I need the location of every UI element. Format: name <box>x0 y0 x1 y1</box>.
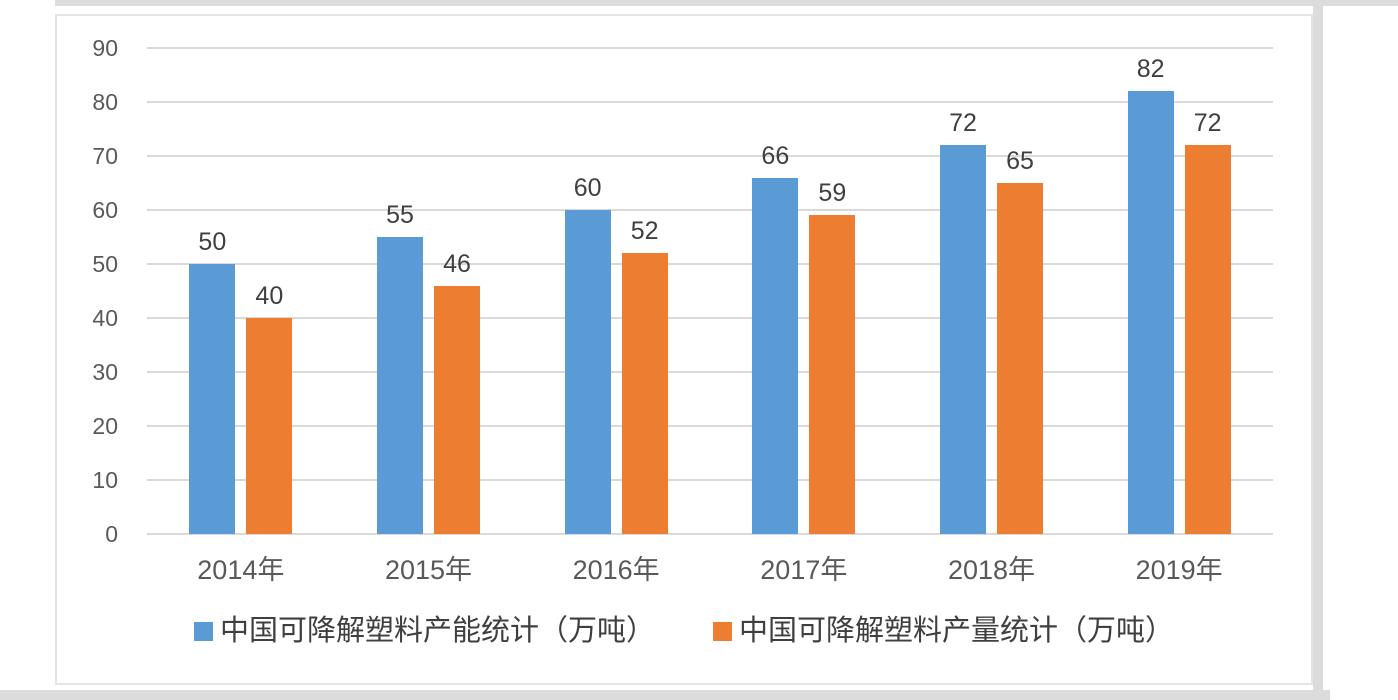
y-tick-label-40: 40 <box>92 305 118 331</box>
gridline-y70 <box>147 155 1273 157</box>
gridline-y10 <box>147 479 1273 481</box>
bar-output-2017年 <box>809 215 856 534</box>
bar-capacity-2015年 <box>377 237 423 534</box>
window-edge-right <box>1313 6 1323 692</box>
bar-output-2019年 <box>1184 145 1231 534</box>
y-tick-label-30: 30 <box>92 359 118 385</box>
x-tick-label-2019年: 2019年 <box>1135 555 1223 585</box>
data-label-capacity-2015年: 55 <box>386 201 414 229</box>
y-tick-label-90: 90 <box>92 35 118 61</box>
x-tick-label-2014年: 2014年 <box>197 555 285 585</box>
data-label-output-2019年: 72 <box>1193 109 1222 138</box>
bar-output-2018年 <box>997 183 1043 534</box>
bar-capacity-2018年 <box>940 145 986 534</box>
data-label-capacity-2019年: 82 <box>1136 55 1165 84</box>
legend-label-capacity: 中国可降解塑料产能统计（万吨） <box>219 615 655 647</box>
y-tick-label-80: 80 <box>92 89 118 115</box>
y-tick-label-20: 20 <box>92 413 118 439</box>
y-tick-label-60: 60 <box>92 197 118 223</box>
x-tick-label-2017年: 2017年 <box>760 555 848 585</box>
legend-label-output: 中国可降解塑料产量统计（万吨） <box>739 615 1175 647</box>
y-tick-label-70: 70 <box>92 143 118 169</box>
legend: 中国可降解塑料产能统计（万吨） 中国可降解塑料产量统计（万吨） <box>55 612 1313 650</box>
gridline-y40 <box>147 317 1273 319</box>
window-edge-bottom <box>0 690 1330 700</box>
bar-output-2016年 <box>621 253 668 534</box>
gridline-y80 <box>147 101 1273 103</box>
data-label-capacity-2017年: 66 <box>761 141 790 170</box>
bar-output-2015年 <box>434 285 480 534</box>
gridline-y60 <box>147 209 1273 211</box>
y-tick-label-10: 10 <box>92 467 118 493</box>
x-tick-label-2016年: 2016年 <box>572 555 660 585</box>
gridline-y20 <box>147 425 1273 427</box>
legend-item-output: 中国可降解塑料产量统计（万吨） <box>713 612 1174 650</box>
data-label-output-2014年: 40 <box>255 282 284 310</box>
legend-swatch-blue <box>193 621 213 641</box>
data-label-output-2017年: 59 <box>818 179 847 208</box>
data-label-capacity-2018年: 72 <box>949 109 977 138</box>
legend-item-capacity: 中国可降解塑料产能统计（万吨） <box>193 612 655 650</box>
gridline-y50 <box>147 263 1273 265</box>
bar-capacity-2014年 <box>189 264 236 534</box>
gridline-y0 <box>147 533 1273 535</box>
data-label-capacity-2014年: 50 <box>198 228 227 256</box>
bar-capacity-2016年 <box>564 210 611 534</box>
y-tick-label-0: 0 <box>105 521 118 547</box>
bar-output-2014年 <box>246 318 293 534</box>
data-label-capacity-2016年: 60 <box>573 174 602 202</box>
data-label-output-2015年: 46 <box>443 249 471 278</box>
data-label-output-2016年: 52 <box>630 217 659 246</box>
gridline-y90 <box>147 47 1273 49</box>
y-tick-label-50: 50 <box>92 251 118 277</box>
bar-capacity-2017年 <box>752 177 799 534</box>
window-edge-top <box>55 0 1398 6</box>
bar-capacity-2019年 <box>1127 91 1174 534</box>
gridline-y30 <box>147 371 1273 373</box>
x-tick-label-2018年: 2018年 <box>947 555 1036 585</box>
data-label-output-2018年: 65 <box>1006 147 1034 175</box>
legend-swatch-orange <box>713 621 732 641</box>
x-tick-label-2015年: 2015年 <box>384 555 473 585</box>
